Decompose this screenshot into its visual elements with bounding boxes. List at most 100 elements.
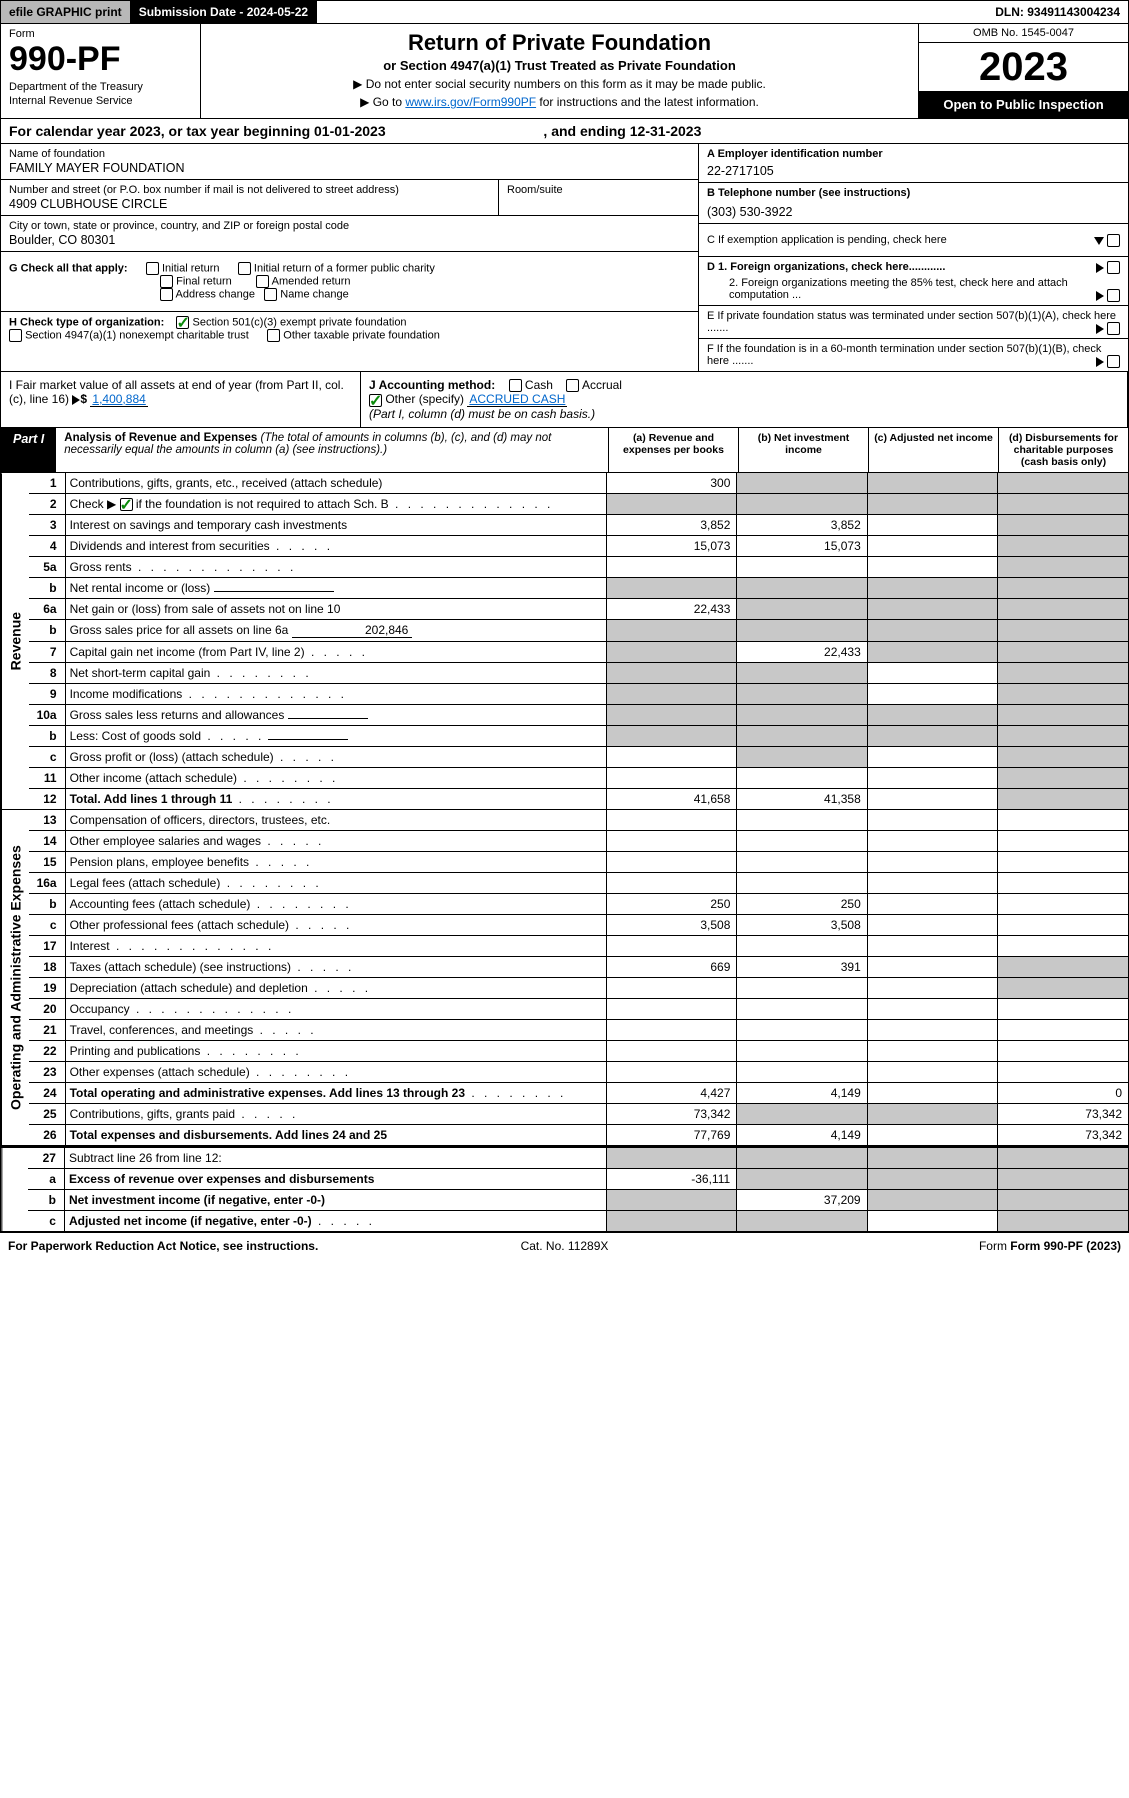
cell-d [998,683,1128,704]
cell-b [737,1019,867,1040]
dots: . . . . . . . . . . . . . [182,687,347,701]
row-label: Net gain or (loss) from sale of assets n… [65,598,606,619]
dots: . . . . . . . . [220,876,321,890]
i-value[interactable]: 1,400,884 [90,392,147,407]
cell-a [607,493,737,514]
row-label: Contributions, gifts, grants paid . . . … [65,1103,606,1124]
row-no: 12 [29,788,65,809]
cell-b: 4,149 [737,1082,867,1103]
final-return-checkbox[interactable] [160,275,173,288]
table-row: 3Interest on savings and temporary cash … [29,514,1128,535]
cell-a: 73,342 [607,1103,737,1124]
name-change-checkbox[interactable] [264,288,277,301]
d1-checkbox[interactable] [1107,261,1120,274]
inline-box [214,591,334,592]
tel-value: (303) 530-3922 [707,205,1120,219]
row-label: Net investment income (if negative, ente… [64,1189,606,1210]
j-other-val[interactable]: ACCRUED CASH [467,392,567,407]
row-no: 16a [29,872,65,893]
cell-b [737,598,867,619]
table-row: 7Capital gain net income (from Part IV, … [29,641,1128,662]
arrow-icon [1096,324,1104,334]
instr-link[interactable]: www.irs.gov/Form990PF [405,95,536,109]
cell-a [607,704,737,725]
inline-val: 202,846 [292,623,412,638]
cell-c [867,704,997,725]
table-row: bGross sales price for all assets on lin… [29,619,1128,641]
r17-l: Interest [70,939,110,953]
omb-number: OMB No. 1545-0047 [919,24,1128,43]
initial-return-checkbox[interactable] [146,262,159,275]
row-label: Depreciation (attach schedule) and deple… [65,977,606,998]
cell-c [867,767,997,788]
cell-d [998,662,1128,683]
cell-a: 41,658 [607,788,737,809]
cell-d [998,788,1128,809]
accrual-checkbox[interactable] [566,379,579,392]
d2-checkbox[interactable] [1107,289,1120,302]
4947-checkbox[interactable] [9,329,22,342]
other-method-checkbox[interactable] [369,394,382,407]
dots: . . . . . [289,918,352,932]
table-row: 5aGross rents . . . . . . . . . . . . . [29,556,1128,577]
table-row: 2Check ▶ if the foundation is not requir… [29,493,1128,514]
cell-a [607,619,737,641]
row-label: Other expenses (attach schedule) . . . .… [65,1061,606,1082]
cell-c [867,1103,997,1124]
entity-left: Name of foundation FAMILY MAYER FOUNDATI… [1,144,698,371]
cell-b [737,977,867,998]
expenses-grid: Operating and Administrative Expenses 13… [0,810,1129,1146]
cell-a: 15,073 [607,535,737,556]
cell-b: 250 [737,893,867,914]
table-row: 10aGross sales less returns and allowanc… [29,704,1128,725]
c-checkbox[interactable] [1107,234,1120,247]
e-checkbox[interactable] [1107,322,1120,335]
r16a-l: Legal fees (attach schedule) [70,876,221,890]
table-row: 4Dividends and interest from securities … [29,535,1128,556]
dept-irs: Internal Revenue Service [9,95,192,107]
row-label: Less: Cost of goods sold . . . . . [65,725,606,746]
h-c3: Section 501(c)(3) exempt private foundat… [193,316,407,328]
cell-a: 669 [607,956,737,977]
schb-checkbox[interactable] [120,498,133,511]
cell-d [998,998,1128,1019]
g-initial: Initial return [162,262,219,274]
foundation-name: FAMILY MAYER FOUNDATION [9,161,690,175]
other-taxable-checkbox[interactable] [267,329,280,342]
cell-a [607,998,737,1019]
address-change-checkbox[interactable] [160,288,173,301]
form-title: Return of Private Foundation [213,30,906,56]
row-label: Check ▶ if the foundation is not require… [65,493,606,514]
501c3-checkbox[interactable] [176,316,189,329]
row-no: 26 [29,1124,65,1145]
cell-c [867,535,997,556]
amended-return-checkbox[interactable] [256,275,269,288]
cell-d: 0 [998,1082,1128,1103]
f-checkbox[interactable] [1107,355,1120,368]
row-label: Total expenses and disbursements. Add li… [65,1124,606,1145]
row-no: 13 [29,810,65,831]
initial-former-checkbox[interactable] [238,262,251,275]
cell-b [737,1103,867,1124]
r5a-l: Gross rents [70,560,132,574]
cell-d [998,1210,1128,1231]
cell-d [998,1148,1128,1169]
cell-b [737,1061,867,1082]
r15-l: Pension plans, employee benefits [70,855,249,869]
cell-b: 4,149 [737,1124,867,1145]
dots: . . . . . [270,539,333,553]
cell-d [998,704,1128,725]
c-label: C If exemption application is pending, c… [707,234,947,246]
row-no: b [29,577,65,598]
row-no: 14 [29,830,65,851]
form-label: Form [9,28,192,40]
cash-checkbox[interactable] [509,379,522,392]
cell-b [737,1210,867,1231]
cell-c [867,1061,997,1082]
cell-c [867,598,997,619]
g-initial-former: Initial return of a former public charit… [254,262,435,274]
footer-mid: Cat. No. 11289X [379,1239,750,1253]
cell-b: 3,852 [737,514,867,535]
cell-b [737,1040,867,1061]
revenue-grid: Revenue 1Contributions, gifts, grants, e… [0,473,1129,810]
